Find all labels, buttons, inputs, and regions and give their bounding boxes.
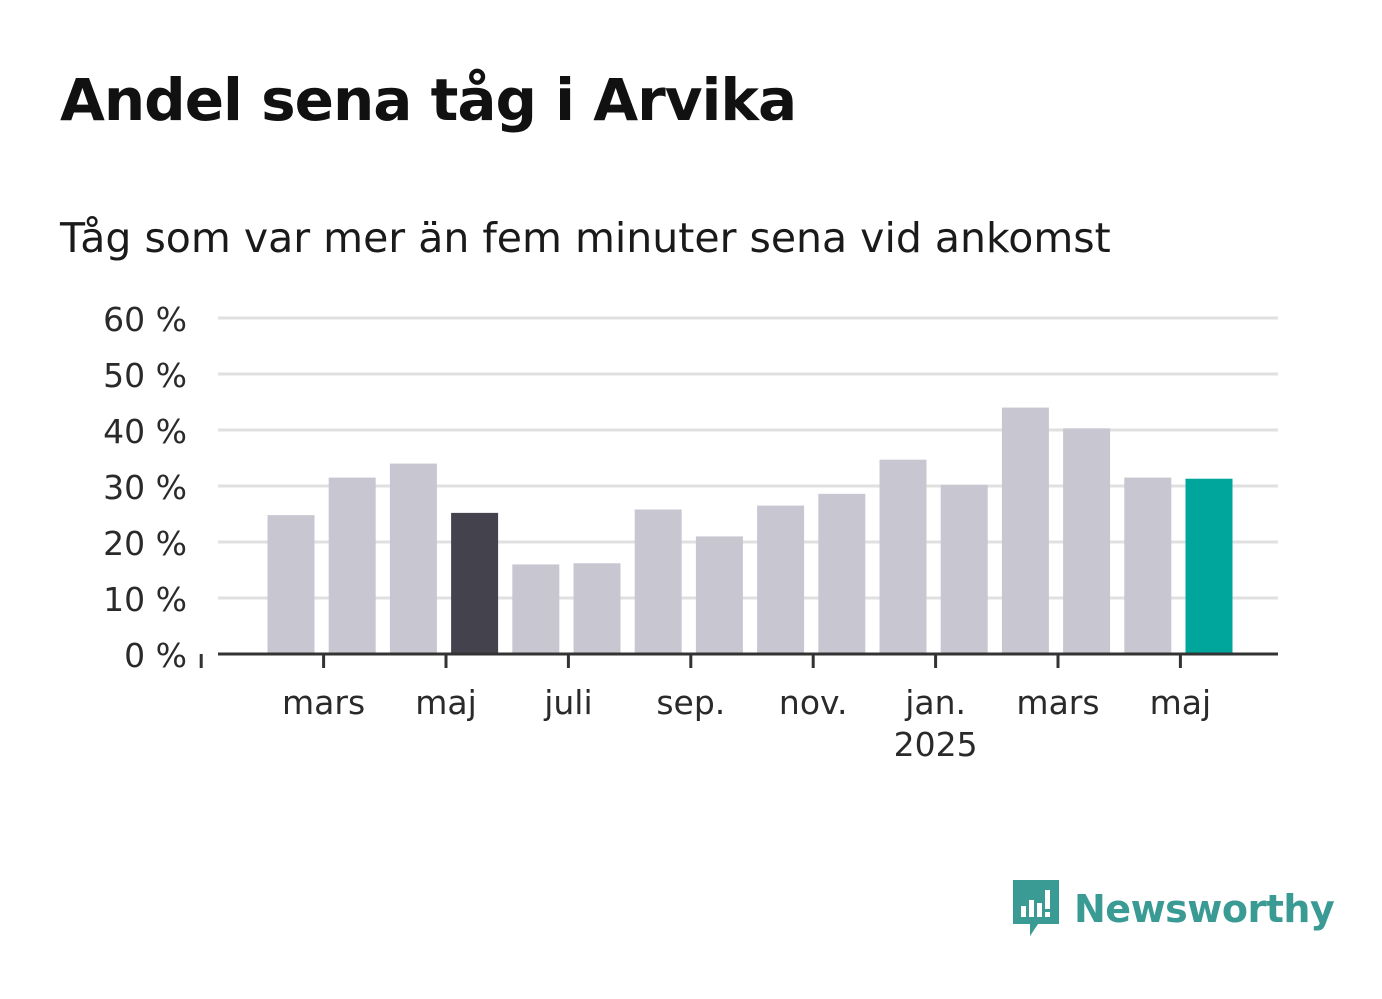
bar [1185,478,1233,654]
newsworthy-logo-icon [1013,880,1059,936]
x-tick-label: maj [1150,683,1212,722]
bar [818,493,866,654]
x-tick-label: maj [415,683,477,722]
bar [267,515,315,654]
x-axis-tick-labels: mars maj juli sep. nov. jan.2025 mars maj [282,683,1211,764]
brand-name: Newsworthy [1074,887,1335,931]
y-tick-label: 20 % [103,524,187,563]
bar [389,463,437,654]
x-tick-label: juli [543,683,592,722]
bar [879,459,927,654]
x-tick-label: mars [1016,683,1099,722]
bar [512,564,560,654]
bar [328,477,376,654]
bar [634,509,682,654]
bar [1124,477,1172,654]
chart-subtitle: Tåg som var mer än fem minuter sena vid … [60,214,1111,262]
y-tick-label: 30 % [103,468,187,507]
bar [940,484,988,654]
x-tick-label: sep. [656,683,725,722]
x-axis [199,652,1278,668]
y-axis-tick-labels: 0 % 10 % 20 % 30 % 40 % 50 % 60 % [103,300,187,675]
grid-lines [218,316,1278,600]
bar [573,563,621,654]
y-tick-label: 40 % [103,412,187,451]
x-tick-label: jan. [904,683,966,722]
y-tick-label: 60 % [103,300,187,339]
newsworthy-logo: Newsworthy [1010,878,1335,940]
x-tick-label: mars [282,683,365,722]
bar [451,512,499,654]
bar [1063,428,1111,654]
chart-title: Andel sena tåg i Arvika [60,66,797,134]
y-tick-label: 10 % [103,580,187,619]
bar [695,536,743,654]
bars [267,407,1233,654]
bar [757,505,805,654]
bar [1001,407,1049,654]
x-tick-year-label: 2025 [894,725,978,764]
y-tick-label: 0 % [124,636,187,675]
x-tick-label: nov. [779,683,848,722]
y-tick-label: 50 % [103,356,187,395]
